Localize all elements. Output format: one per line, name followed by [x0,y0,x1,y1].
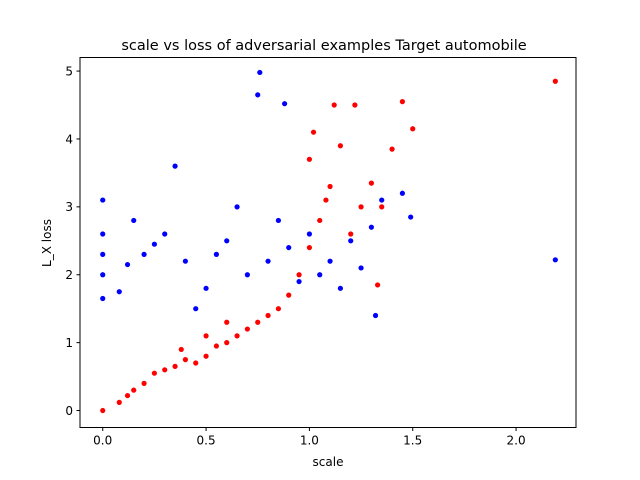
data-point [327,183,333,190]
data-point [116,399,122,405]
data-point [379,204,385,210]
data-point [193,360,199,366]
data-point [323,197,329,203]
data-point [203,333,209,339]
data-point [162,367,168,373]
data-point [257,69,263,76]
data-point [116,289,122,295]
y-tick-label: 4 [65,132,73,146]
data-point [100,197,106,203]
data-point [141,380,147,386]
data-point [296,272,302,278]
data-point [408,214,414,220]
data-point [172,163,178,169]
data-point [306,156,312,162]
data-point [296,278,302,285]
data-point [275,217,281,224]
data-point [389,146,395,152]
data-point [358,204,364,210]
plot-frame [79,57,577,428]
plot-area [100,69,558,414]
data-point [244,326,250,332]
chart-title: scale vs loss of adversarial examples Ta… [121,38,526,54]
data-point [244,272,250,278]
data-point [182,258,188,264]
data-point [172,363,178,369]
data-point [372,312,379,319]
data-point [141,251,147,257]
x-tick-label: 1.5 [403,434,422,448]
x-tick-label: 0.0 [93,434,112,448]
data-point [100,231,106,237]
y-axis-label: L_X loss [40,219,54,267]
data-point [399,99,405,105]
data-point [368,180,374,186]
data-point [306,244,312,251]
x-tick-label: 1.0 [300,434,319,448]
y-tick-label: 5 [65,64,73,78]
data-point [327,258,333,264]
data-point [151,241,157,247]
data-point [337,285,343,291]
data-point [286,244,292,251]
data-point [358,265,364,271]
y-tick-label: 0 [65,404,73,418]
x-tick-label: 0.5 [197,434,216,448]
data-point [178,346,184,353]
x-axis-label: scale [313,455,344,469]
axis-ticks: 0.0 0.5 1.0 1.5 2.0 0 1 2 3 4 5 [65,64,525,447]
data-point [265,312,271,319]
data-point [100,407,106,414]
data-point [224,340,230,346]
data-point [100,251,106,257]
y-tick-label: 3 [65,200,73,214]
data-point [348,231,354,237]
data-point [100,295,106,302]
data-point [131,387,137,393]
data-point [310,129,317,135]
data-point [224,319,230,325]
data-point [552,257,558,263]
data-point [255,92,261,98]
data-point [552,78,558,84]
data-point [213,343,219,349]
data-point [282,101,288,107]
data-point [193,306,199,312]
data-point [375,282,381,288]
data-point [213,251,219,257]
data-point [306,231,312,237]
data-point [131,217,137,224]
data-point [124,261,131,268]
data-point [352,102,358,108]
data-point [234,204,240,210]
data-point [234,333,240,339]
data-point [399,190,405,196]
data-point [317,272,323,278]
data-point [331,102,337,108]
data-point [410,126,416,132]
data-point [100,272,106,278]
series-0 [100,78,558,414]
data-point [348,238,354,244]
data-point [275,306,281,312]
data-point [368,224,374,230]
data-point [286,292,292,298]
y-tick-label: 2 [65,268,73,282]
data-point [337,143,343,149]
x-tick-label: 2.0 [507,434,526,448]
data-point [182,357,188,363]
data-point [203,285,209,291]
data-point [124,392,131,399]
data-point [162,231,168,237]
data-point [255,319,261,325]
y-tick-label: 1 [65,336,73,350]
data-point [317,217,323,224]
data-point [379,197,385,203]
data-point [151,370,157,376]
data-point [265,258,271,264]
series-1 [100,69,558,319]
data-point [203,353,209,359]
data-point [224,238,230,244]
